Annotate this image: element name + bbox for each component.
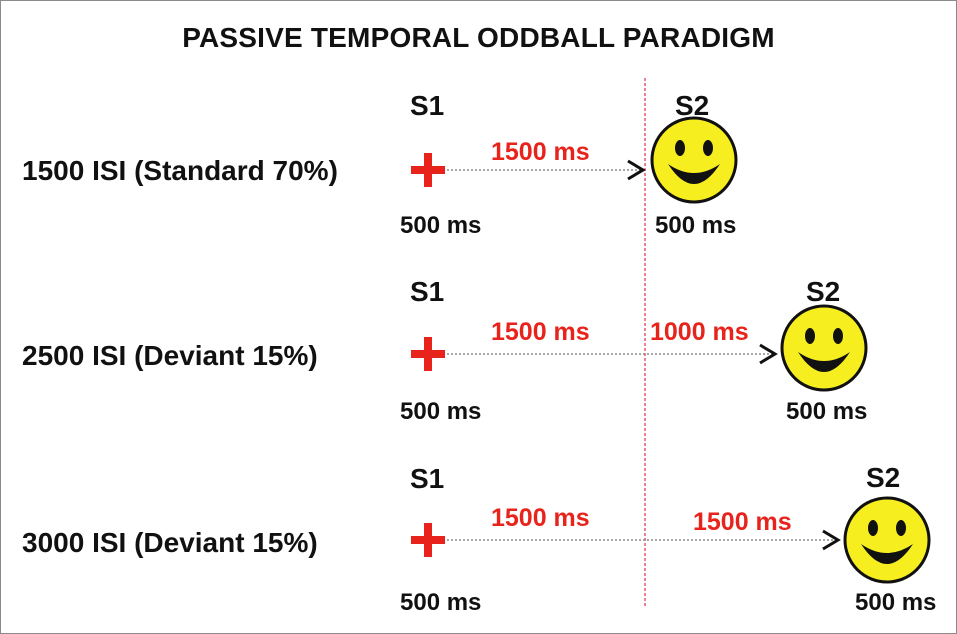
plus-cross-icon xyxy=(411,337,445,371)
s2-duration-row-1: 500 ms xyxy=(655,212,737,239)
interval-1-row-1: 1500 ms xyxy=(491,138,590,166)
condition-label-row-2: 2500 ISI (Deviant 15%) xyxy=(22,340,318,371)
arrow-row-1 xyxy=(447,159,646,181)
s2-label-row-3: S2 xyxy=(866,462,901,493)
smiley-face-icon xyxy=(780,304,868,392)
s1-duration-row-2: 500 ms xyxy=(400,398,482,425)
s1-label-row-1: S1 xyxy=(410,90,445,121)
interval-1-row-2: 1500 ms xyxy=(491,318,590,346)
s2-duration-row-2: 500 ms xyxy=(786,398,868,425)
interval-2-row-3: 1500 ms xyxy=(693,508,792,536)
smiley-face-icon xyxy=(843,496,931,584)
arrow-row-3 xyxy=(447,529,841,551)
s2-duration-row-3: 500 ms xyxy=(855,589,937,616)
s1-label-row-3: S1 xyxy=(410,463,445,494)
condition-label-row-1: 1500 ISI (Standard 70%) xyxy=(22,155,338,186)
s2-label-row-2: S2 xyxy=(806,276,841,307)
condition-label-row-3: 3000 ISI (Deviant 15%) xyxy=(22,527,318,558)
diagram-title: PASSIVE TEMPORAL ODDBALL PARADIGM xyxy=(182,22,775,53)
s1-duration-row-1: 500 ms xyxy=(400,212,482,239)
interval-2-row-2: 1000 ms xyxy=(650,318,749,346)
smiley-face-icon xyxy=(650,116,738,204)
interval-1-row-3: 1500 ms xyxy=(491,504,590,532)
plus-cross-icon xyxy=(411,523,445,557)
s1-duration-row-3: 500 ms xyxy=(400,589,482,616)
arrow-row-2 xyxy=(447,343,778,365)
s2-label-row-1: S2 xyxy=(675,90,710,121)
s1-label-row-2: S1 xyxy=(410,276,445,307)
plus-cross-icon xyxy=(411,153,445,187)
